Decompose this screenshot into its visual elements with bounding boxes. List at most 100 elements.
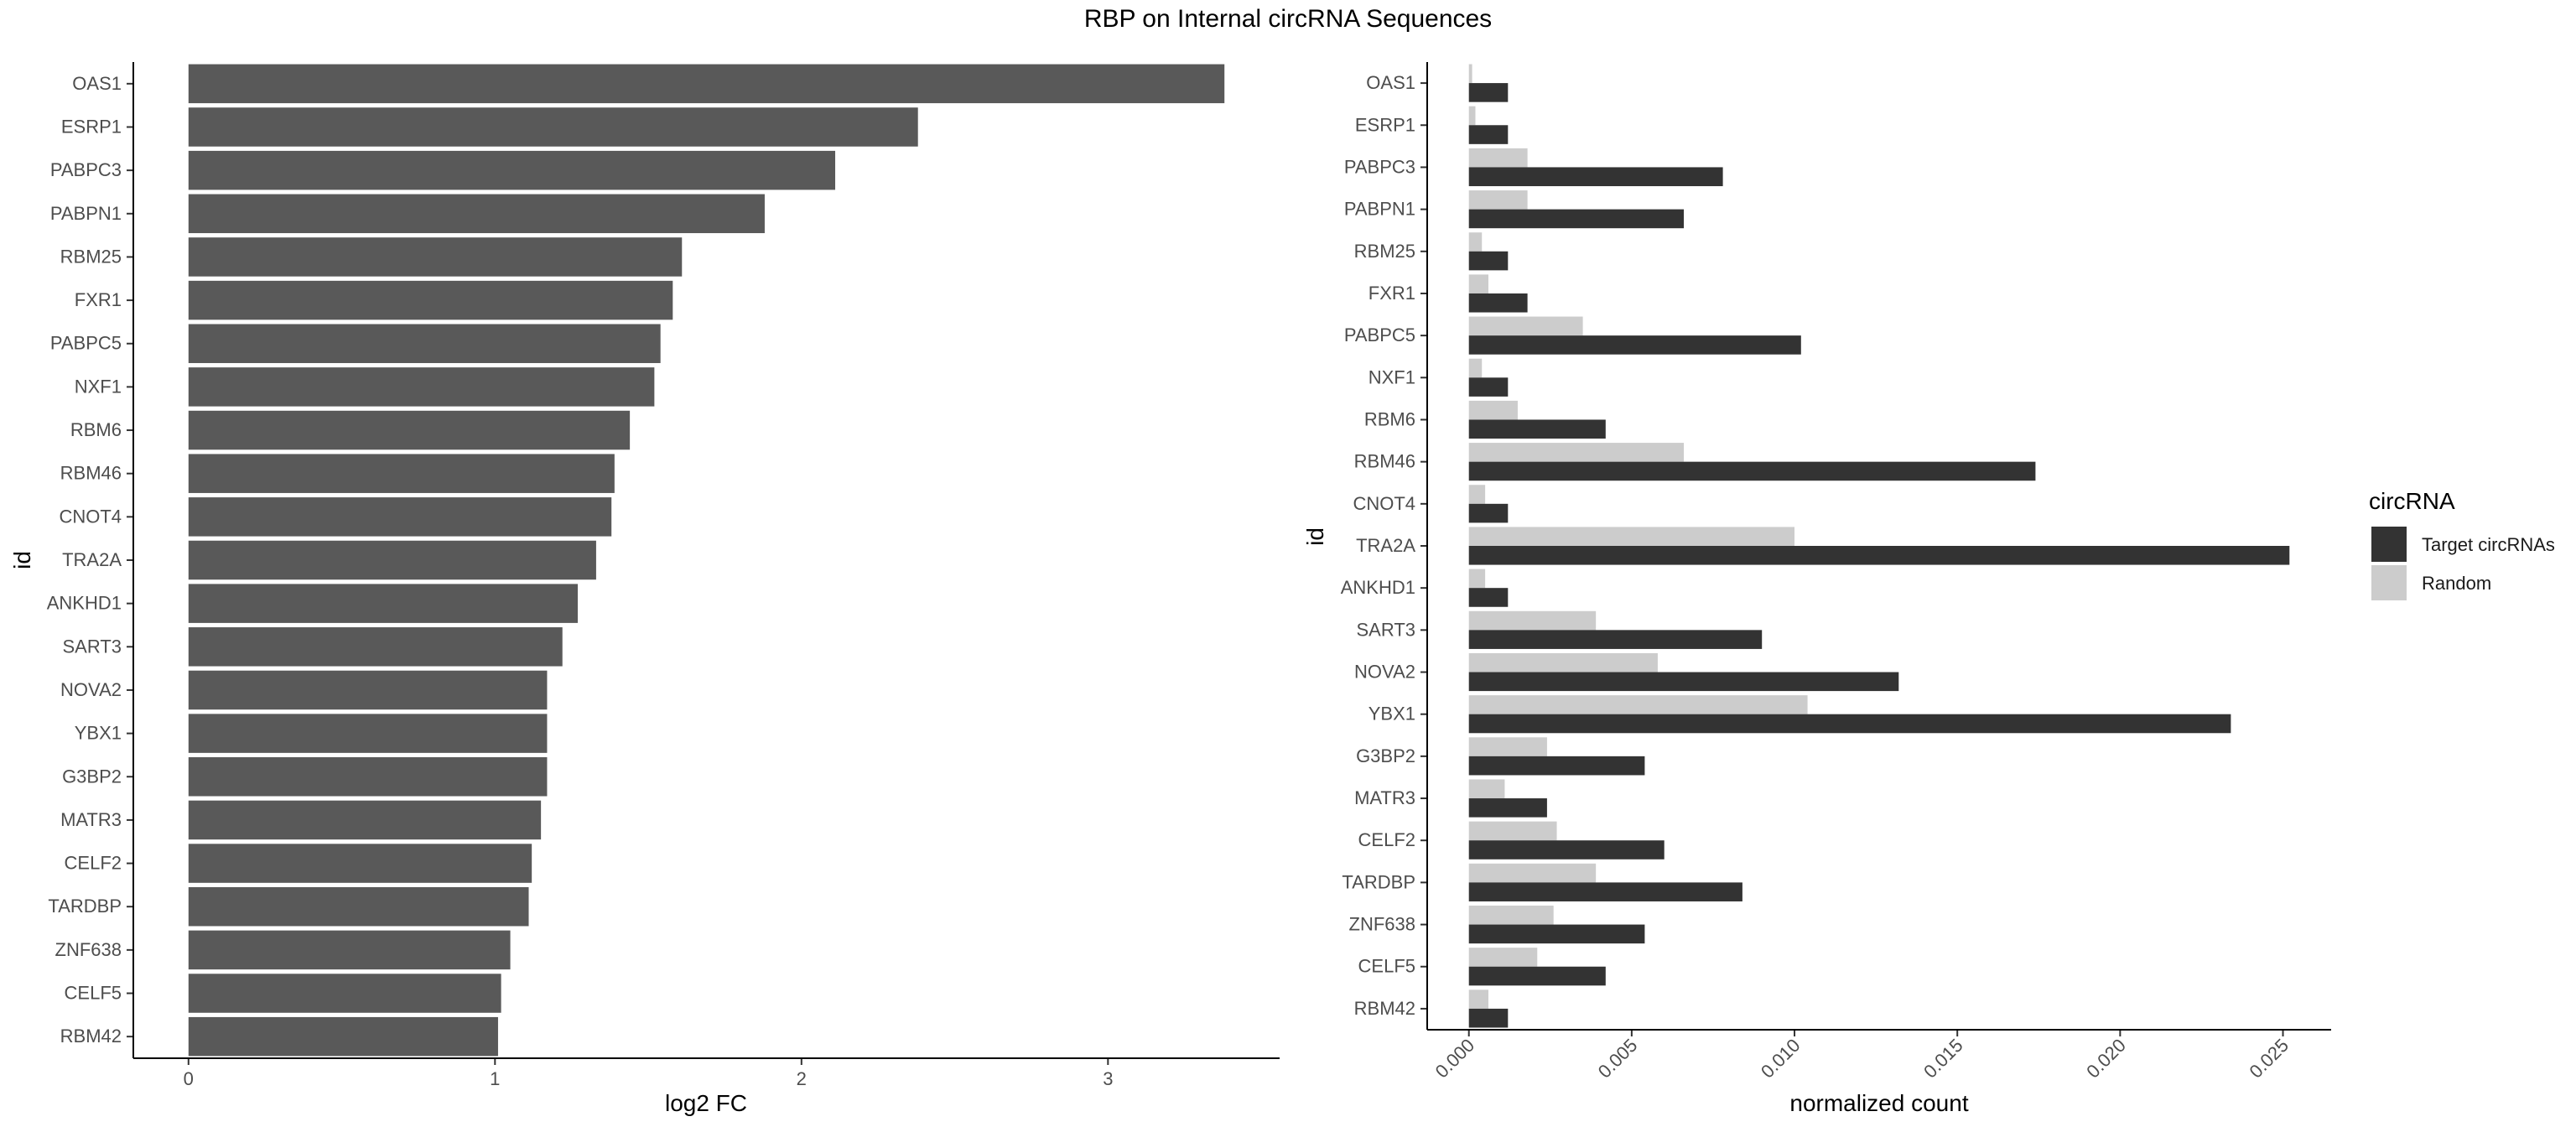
bar-rbm42 — [188, 1016, 498, 1057]
y-tick-label-rbm46: RBM46 — [1354, 451, 1415, 472]
bar-random-sart3 — [1468, 610, 1597, 631]
bar-sart3 — [188, 627, 563, 667]
y-tick-label-celf2: CELF2 — [1358, 829, 1415, 850]
y-tick-label-pabpc5: PABPC5 — [50, 333, 122, 354]
y-tick-label-rbm46: RBM46 — [60, 463, 122, 484]
right-y-axis-title: id — [1302, 527, 1328, 546]
bar-random-pabpn1 — [1468, 190, 1528, 210]
x-tick-label: 0.020 — [2082, 1035, 2130, 1083]
y-tick-label-tardbp: TARDBP — [1342, 871, 1415, 892]
left-panel: OAS1 ESRP1 PABPC3 PABPN1 RBM25 FXR1 PABPC5 NXF1… — [9, 62, 1280, 1116]
y-tick-label-fxr1: FXR1 — [75, 289, 122, 310]
bar-target-oas1 — [1468, 83, 1509, 102]
x-tick-label: 2 — [797, 1068, 807, 1089]
y-tick-label-rbm6: RBM6 — [70, 419, 122, 440]
bar-target-cnot4 — [1468, 503, 1509, 523]
bar-random-znf638 — [1468, 905, 1554, 925]
bar-target-nxf1 — [1468, 377, 1509, 397]
y-tick-label-tardbp: TARDBP — [48, 896, 122, 917]
bar-target-esrp1 — [1468, 125, 1509, 144]
bar-random-ankhd1 — [1468, 569, 1486, 589]
y-tick-label-cnot4: CNOT4 — [1353, 493, 1415, 514]
y-tick-label-sart3: SART3 — [62, 636, 122, 657]
right-panel: OAS1 ESRP1 PABPC3 PABPN1 RBM25 FXR1 PABPC5 NXF1… — [1302, 62, 2331, 1116]
y-tick-label-tra2a: TRA2A — [1356, 535, 1415, 556]
y-tick-label-pabpc5: PABPC5 — [1344, 325, 1415, 345]
bar-random-rbm42 — [1468, 989, 1489, 1009]
bar-g3bp2 — [188, 757, 548, 797]
y-tick-label-matr3: MATR3 — [1354, 787, 1415, 808]
y-tick-label-nxf1: NXF1 — [1368, 366, 1415, 387]
bar-target-rbm46 — [1468, 461, 2036, 481]
legend-swatch-target — [2371, 527, 2407, 562]
bar-celf2 — [188, 844, 532, 883]
bar-cnot4 — [188, 497, 612, 537]
y-tick-label-ybx1: YBX1 — [75, 723, 122, 744]
bar-matr3 — [188, 800, 542, 840]
y-tick-label-g3bp2: G3BP2 — [62, 766, 122, 787]
y-tick-label-oas1: OAS1 — [1366, 72, 1415, 93]
bar-random-g3bp2 — [1468, 737, 1547, 756]
bar-target-rbm25 — [1468, 251, 1509, 271]
y-tick-label-celf5: CELF5 — [1358, 956, 1415, 977]
x-tick-label: 0.000 — [1431, 1035, 1479, 1083]
bar-target-celf2 — [1468, 840, 1665, 860]
y-tick-label-ankhd1: ANKHD1 — [47, 593, 122, 614]
bar-celf5 — [188, 974, 501, 1013]
right-y-tick-labels: OAS1 ESRP1 PABPC3 PABPN1 RBM25 FXR1 PABPC5 NXF1… — [1341, 72, 1427, 1019]
y-tick-label-esrp1: ESRP1 — [1355, 114, 1415, 135]
bar-fxr1 — [188, 280, 673, 320]
bar-target-nova2 — [1468, 672, 1899, 692]
bar-random-rbm25 — [1468, 232, 1483, 252]
bar-target-rbm6 — [1468, 419, 1606, 439]
bar-target-ybx1 — [1468, 714, 2231, 734]
bar-nova2 — [188, 670, 548, 710]
y-tick-label-fxr1: FXR1 — [1368, 283, 1415, 304]
y-tick-label-pabpc3: PABPC3 — [50, 159, 122, 180]
bar-random-fxr1 — [1468, 274, 1489, 293]
y-tick-label-tra2a: TRA2A — [62, 549, 122, 570]
y-tick-label-celf5: CELF5 — [65, 983, 122, 1004]
y-tick-label-pabpn1: PABPN1 — [50, 203, 122, 224]
bar-random-celf2 — [1468, 821, 1557, 841]
bar-target-sart3 — [1468, 630, 1763, 649]
y-tick-label-nova2: NOVA2 — [1354, 662, 1415, 683]
y-tick-label-znf638: ZNF638 — [1349, 914, 1415, 935]
x-tick-label: 0.005 — [1594, 1035, 1642, 1083]
bar-esrp1 — [188, 107, 918, 147]
x-tick-label: 3 — [1103, 1068, 1113, 1089]
y-tick-label-nxf1: NXF1 — [75, 376, 122, 397]
bar-random-tardbp — [1468, 863, 1597, 883]
bar-random-nova2 — [1468, 652, 1658, 673]
y-tick-label-rbm42: RBM42 — [1354, 998, 1415, 1019]
bar-random-nxf1 — [1468, 358, 1483, 378]
bar-random-matr3 — [1468, 779, 1505, 799]
bar-target-celf5 — [1468, 966, 1606, 986]
left-y-tick-labels: OAS1 ESRP1 PABPC3 PABPN1 RBM25 FXR1 PABPC5 NXF1… — [47, 73, 133, 1046]
y-tick-label-rbm25: RBM25 — [1354, 241, 1415, 262]
legend-label-target: Target circRNAs — [2422, 534, 2555, 555]
bar-random-tra2a — [1468, 527, 1795, 546]
bar-random-ybx1 — [1468, 695, 1808, 714]
legend: circRNA Target circRNAs Random — [2369, 488, 2555, 600]
y-tick-label-ankhd1: ANKHD1 — [1341, 577, 1415, 598]
bar-znf638 — [188, 930, 511, 970]
right-x-tick-labels: 0.000 0.005 0.010 0.015 0.020 0.025 — [1431, 1030, 2293, 1082]
x-tick-label: 1 — [490, 1068, 500, 1089]
bar-target-tra2a — [1468, 546, 2290, 565]
bar-rbm25 — [188, 237, 683, 277]
bar-tra2a — [188, 540, 596, 580]
y-tick-label-rbm25: RBM25 — [60, 246, 122, 267]
bar-random-rbm46 — [1468, 443, 1685, 462]
bar-random-celf5 — [1468, 948, 1538, 967]
left-y-axis-title: id — [9, 551, 35, 569]
bar-pabpc3 — [188, 150, 836, 190]
bar-target-fxr1 — [1468, 293, 1528, 313]
y-tick-label-rbm42: RBM42 — [60, 1026, 122, 1046]
bar-random-pabpc3 — [1468, 148, 1528, 168]
y-tick-label-matr3: MATR3 — [60, 809, 122, 830]
bar-pabpn1 — [188, 194, 765, 234]
y-tick-label-esrp1: ESRP1 — [61, 116, 122, 137]
bar-random-esrp1 — [1468, 106, 1476, 126]
